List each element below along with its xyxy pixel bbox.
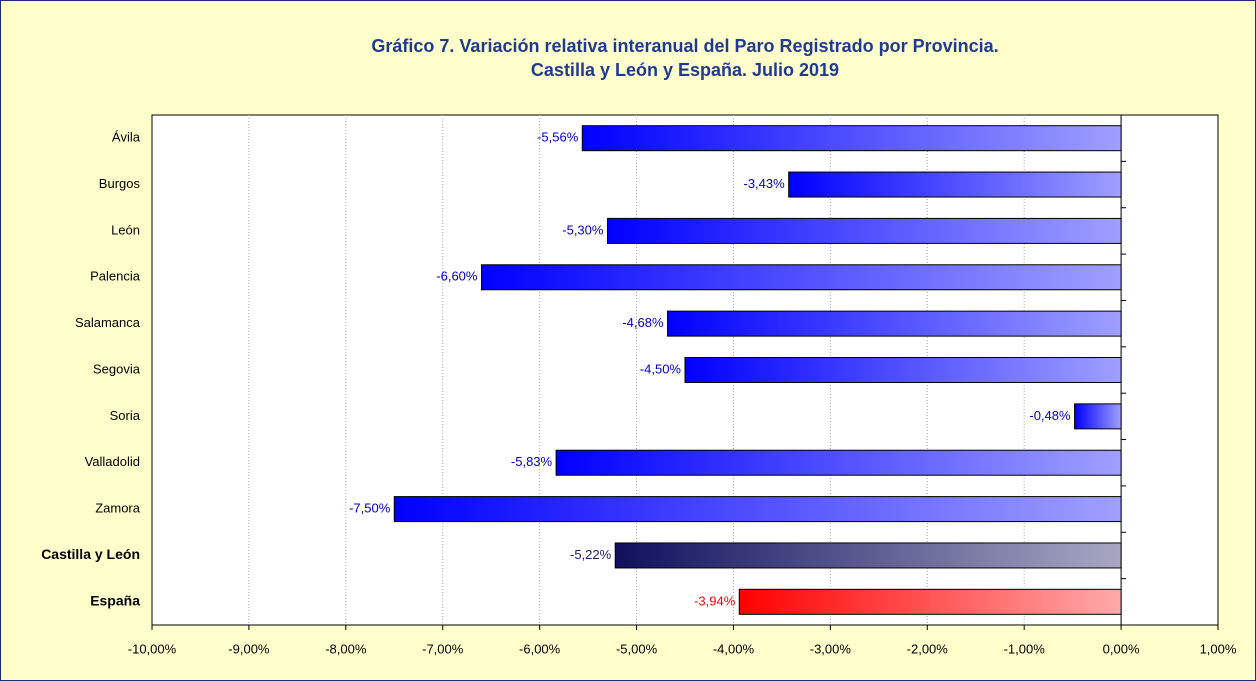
x-tick-label: 0,00% <box>1103 641 1140 656</box>
bar <box>788 171 1122 198</box>
bar <box>684 357 1122 383</box>
y-tick-label: León <box>111 222 140 237</box>
value-label: -7,50% <box>349 501 391 516</box>
x-tick-label: -4,00% <box>713 641 755 656</box>
y-tick-label: España <box>90 593 140 609</box>
x-tick-label: -1,00% <box>1004 641 1046 656</box>
bar <box>738 588 1122 615</box>
value-label: -5,30% <box>562 222 604 237</box>
y-tick-label: Palencia <box>90 269 141 284</box>
value-label: -6,60% <box>436 269 478 284</box>
value-label: -5,83% <box>511 454 553 469</box>
x-tick-label: -9,00% <box>228 641 270 656</box>
y-tick-label: Soria <box>110 408 141 423</box>
value-label: -5,56% <box>537 130 579 145</box>
x-tick-label: -6,00% <box>519 641 561 656</box>
x-tick-label: -10,00% <box>128 641 177 656</box>
x-tick-label: -2,00% <box>907 641 949 656</box>
bar <box>606 217 1122 244</box>
chart-title: Gráfico 7. Variación relativa interanual… <box>371 36 998 56</box>
x-tick-label: -8,00% <box>325 641 367 656</box>
bar <box>555 449 1122 476</box>
y-tick-label: Salamanca <box>75 315 141 330</box>
y-tick-label: Ávila <box>112 130 141 145</box>
bar <box>393 496 1122 523</box>
y-tick-label: Segovia <box>93 361 141 376</box>
bar <box>480 264 1122 291</box>
y-tick-label: Valladolid <box>85 454 140 469</box>
bar <box>1074 403 1122 430</box>
bar <box>581 125 1122 152</box>
chart-title: Castilla y León y España. Julio 2019 <box>531 60 839 80</box>
y-tick-label: Castilla y León <box>41 546 140 562</box>
x-tick-label: -3,00% <box>810 641 852 656</box>
value-label: -3,94% <box>694 593 736 608</box>
y-tick-label: Zamora <box>95 501 141 516</box>
value-label: -4,50% <box>640 361 682 376</box>
value-label: -5,22% <box>570 547 612 562</box>
x-tick-label: -5,00% <box>616 641 658 656</box>
value-label: -4,68% <box>622 315 664 330</box>
y-tick-label: Burgos <box>99 176 141 191</box>
value-label: -3,43% <box>743 176 785 191</box>
bar <box>667 310 1122 337</box>
bar <box>614 542 1122 569</box>
x-tick-label: 1,00% <box>1200 641 1237 656</box>
value-label: -0,48% <box>1029 408 1071 423</box>
x-tick-label: -7,00% <box>422 641 464 656</box>
